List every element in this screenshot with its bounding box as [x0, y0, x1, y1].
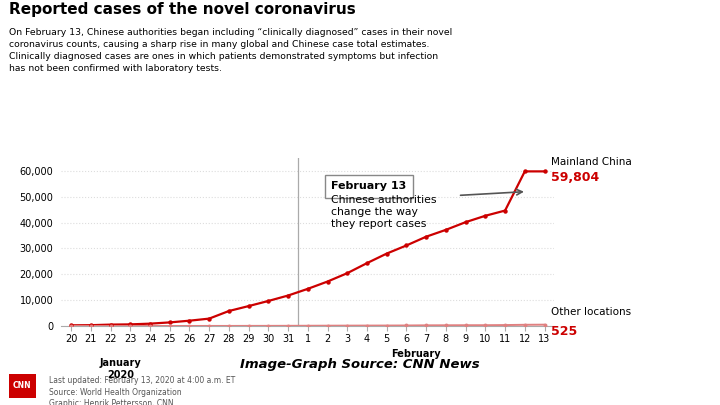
Text: 59,804: 59,804: [552, 171, 600, 184]
Text: On February 13, Chinese authorities began including “clinically diagnosed” cases: On February 13, Chinese authorities bega…: [9, 28, 452, 73]
Text: CNN: CNN: [13, 382, 32, 390]
Text: February: February: [392, 349, 441, 359]
Text: Mainland China: Mainland China: [552, 157, 632, 167]
Text: January
2020: January 2020: [99, 358, 141, 379]
Text: Image-Graph Source: CNN News: Image-Graph Source: CNN News: [240, 358, 480, 371]
Text: Reported cases of the novel coronavirus: Reported cases of the novel coronavirus: [9, 2, 356, 17]
Text: 525: 525: [552, 325, 577, 338]
Text: Other locations: Other locations: [552, 307, 631, 317]
Text: February 13: February 13: [331, 181, 407, 191]
Text: Last updated: February 13, 2020 at 4:00 a.m. ET
Source: World Health Organizatio: Last updated: February 13, 2020 at 4:00 …: [49, 376, 235, 405]
Text: Chinese authorities
change the way
they report cases: Chinese authorities change the way they …: [331, 196, 437, 229]
